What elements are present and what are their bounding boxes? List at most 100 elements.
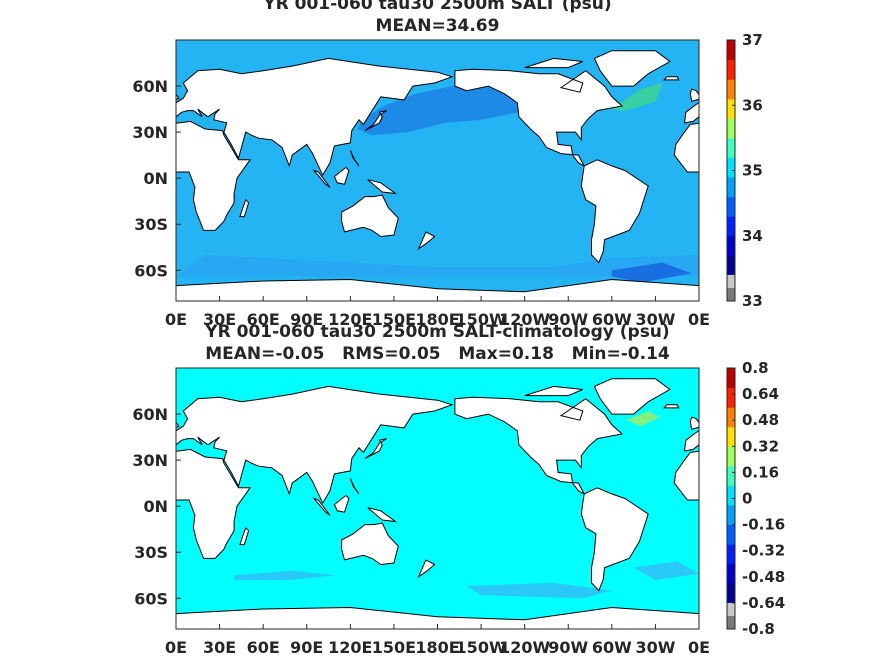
colorbar-tick-label: -0.16 (742, 516, 785, 534)
indian-ocean-negative-patch (234, 570, 336, 580)
colorbar-tick-label: 0.8 (742, 359, 769, 377)
land-sumatra (312, 169, 331, 188)
y-tick-label: 60S (134, 589, 168, 608)
y-tick-label: 30S (134, 543, 168, 562)
colorbar-segment (727, 235, 735, 256)
colorbar-segment (727, 59, 735, 80)
land-madagascar (763, 200, 772, 217)
land-antarctica (176, 278, 699, 301)
labrador-sea-positive-patch (626, 411, 660, 427)
y-tick-label: 30N (132, 451, 168, 470)
land-britain (176, 93, 180, 100)
land-antarctica (698, 613, 699, 629)
x-tick-label: 150W (456, 638, 507, 656)
x-tick-label: 90E (290, 310, 323, 329)
pacific-low-salinity-region (357, 84, 519, 136)
x-tick-label: 150W (456, 310, 507, 329)
colorbar-segment (727, 583, 735, 604)
land-iceland (662, 404, 680, 409)
colorbar-segment (727, 563, 735, 584)
land-eurasia (176, 57, 454, 177)
y-tick-label: 30N (132, 123, 168, 142)
x-tick-label: 60W (592, 638, 632, 656)
colorbar-grey-dark (727, 615, 735, 629)
colorbar-segment (727, 98, 735, 119)
colorbar-segment (727, 524, 735, 545)
bottom-chart-subtitle: MEAN=-0.05 RMS=0.05 Max=0.18 Min=-0.14 (205, 344, 670, 364)
colorbar-tick-label: 34 (742, 227, 763, 245)
colorbar-segment (727, 485, 735, 506)
land-iceland (662, 76, 680, 81)
colorbar-tick-label: 37 (742, 31, 763, 49)
x-tick-label: 30W (635, 638, 675, 656)
land-australia (341, 194, 399, 238)
land-britain (176, 421, 180, 428)
land-britain (689, 88, 699, 103)
land-newZealand (417, 559, 436, 579)
southern-ocean-band (176, 254, 699, 277)
colorbar-segment (727, 137, 735, 158)
colorbar-segment (727, 407, 735, 428)
land-japan (364, 110, 387, 132)
land-southAmerica (580, 159, 649, 264)
colorbar-tick-label: 0.32 (742, 437, 779, 455)
land-borneo (333, 494, 350, 513)
x-tick-label: 120W (499, 638, 550, 656)
land-borneo (857, 167, 872, 184)
land-borneo (857, 495, 872, 512)
colorbar-segment (727, 216, 735, 237)
top-map-area (176, 40, 875, 301)
land-northAmerica (454, 68, 624, 168)
land-newZealand (417, 231, 436, 251)
colorbar-segment (727, 40, 735, 61)
colorbar-grey-dark (727, 287, 735, 301)
x-tick-label: 120W (499, 310, 550, 329)
y-tick-label: 0N (143, 497, 168, 516)
colorbar-tick-label: 0.48 (742, 411, 779, 429)
top-chart-title: YR 001-060 tau30 2500m SALT (psu) (263, 0, 612, 14)
colorbar-tick-label: 33 (742, 292, 763, 310)
colorbar-tick-label: 36 (742, 96, 763, 114)
land-canadaIsles (524, 57, 583, 69)
land-greenland (593, 378, 671, 415)
colorbar-segment (727, 505, 735, 526)
colorbar-segment (727, 368, 735, 389)
x-tick-label: 60W (592, 310, 632, 329)
top-colorbar: 37 36 35 34 33 (726, 31, 763, 310)
y-tick-label: 0N (143, 169, 168, 188)
x-tick-label: 120E (328, 638, 372, 656)
x-tick-label: 60E (247, 310, 280, 329)
land-madagascar (239, 526, 250, 546)
land-newGuinea (367, 179, 398, 195)
colorbar-tick-label: -0.8 (742, 620, 775, 638)
bottom-map-area (176, 368, 872, 629)
land-eurasia (683, 430, 699, 452)
colorbar-tick-label: 0.16 (742, 463, 779, 481)
colorbar-grey-light (727, 602, 735, 616)
y-tick-label: 60N (132, 405, 168, 424)
land-borneo (333, 166, 350, 185)
colorbar-grey-light (727, 274, 735, 288)
land-greenland (593, 50, 671, 87)
x-tick-label: 30E (203, 638, 236, 656)
y-tick-label: 60S (134, 261, 168, 280)
atlantic-south-negative-patch (633, 561, 699, 580)
colorbar-segment (727, 177, 735, 198)
colorbar-segment (727, 255, 735, 276)
land-australia (865, 195, 875, 236)
x-tick-label: 90W (548, 638, 588, 656)
weddell-deep-patch (611, 262, 692, 283)
land-canadaIsles (524, 385, 583, 397)
land-philippines (349, 478, 360, 495)
land-britain (689, 416, 699, 431)
x-tick-label: 60E (247, 638, 280, 656)
colorbar-tick-label: 0 (742, 490, 752, 508)
land-antarctica (698, 285, 699, 301)
pacific-south-negative-patch (466, 582, 612, 599)
x-tick-label: 120E (328, 310, 372, 329)
land-africa (176, 120, 252, 231)
land-madagascar (239, 198, 250, 218)
colorbar-segment (727, 544, 735, 565)
land-australia (341, 522, 399, 566)
